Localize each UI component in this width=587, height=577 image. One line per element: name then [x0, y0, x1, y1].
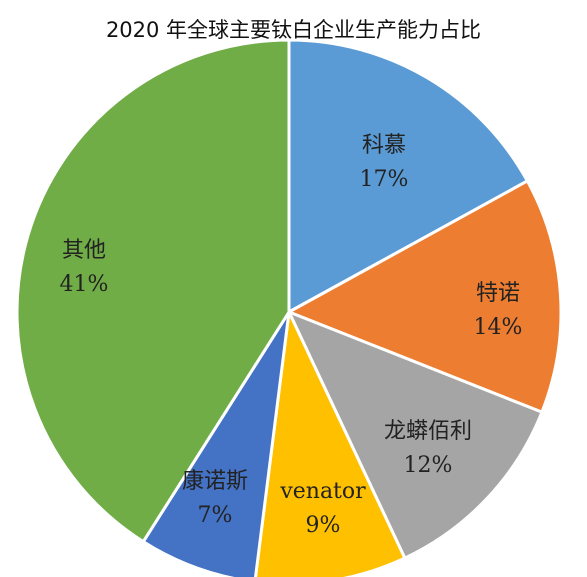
slice-value-label-0: 17%	[360, 167, 409, 192]
slice-label-4: 康诺斯	[182, 469, 248, 494]
labels-layer: 科慕 17% 特诺 14% 龙蟒佰利 12% venator 9% 康诺斯 7% 其他 41%	[60, 133, 523, 538]
pie-slice-5	[15, 38, 291, 544]
chart-title: 2020 年全球主要钛白企业生产能力占比	[105, 18, 482, 42]
pie-slice-1	[285, 178, 563, 415]
slice-label-0: 科慕	[362, 133, 406, 158]
slice-value-label-5: 41%	[60, 272, 109, 297]
pie-slice-2	[286, 309, 544, 561]
slice-value-label-2: 12%	[404, 453, 453, 478]
slices-layer	[15, 38, 563, 577]
pie-slice-3	[254, 306, 407, 577]
slice-label-2: 龙蟒佰利	[384, 419, 472, 444]
pie-slice-0	[287, 38, 530, 315]
slice-label-1: 特诺	[476, 281, 520, 306]
slice-value-label-1: 14%	[474, 315, 523, 340]
pie-slice-4	[141, 311, 291, 577]
slice-label-3: venator	[279, 479, 366, 504]
slice-value-label-3: 9%	[306, 513, 341, 538]
slice-label-5: 其他	[62, 238, 106, 263]
slice-value-label-4: 7%	[198, 503, 233, 528]
